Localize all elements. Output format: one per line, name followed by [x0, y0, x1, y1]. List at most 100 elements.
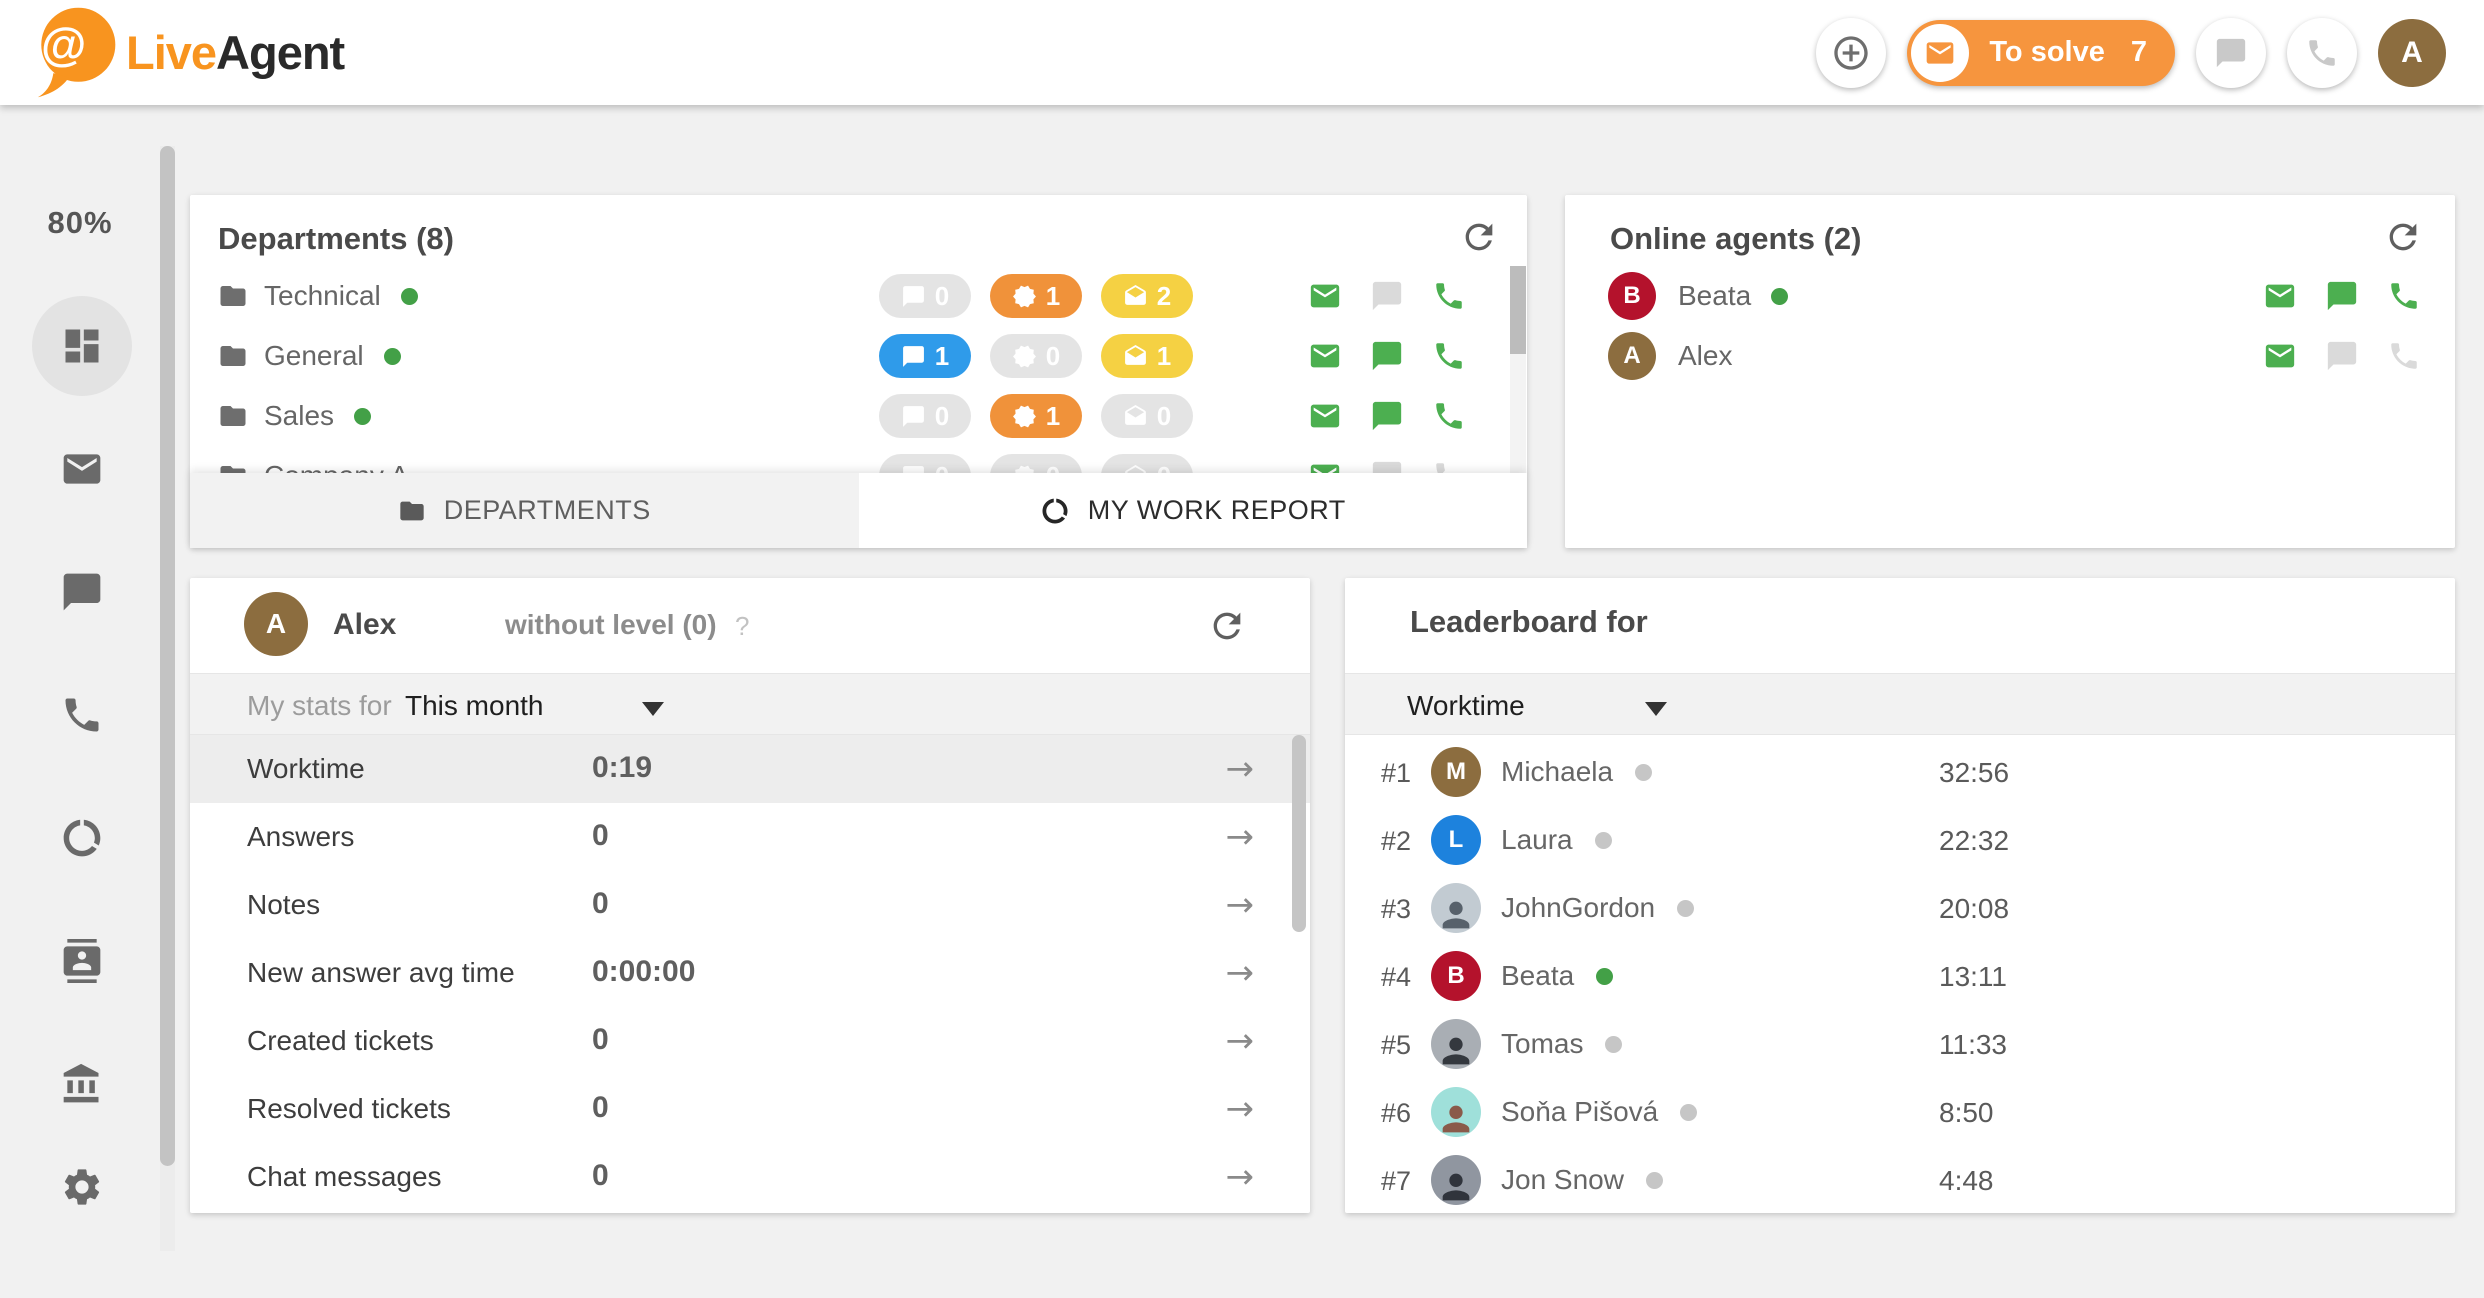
agent-row[interactable]: B Beata [1565, 266, 2455, 326]
to-solve-button[interactable]: To solve 7 [1907, 19, 2175, 86]
chats-button[interactable] [2196, 17, 2266, 88]
department-row[interactable]: Technical 0 1 2 [190, 266, 1527, 326]
add-button[interactable] [1816, 17, 1887, 88]
stat-row[interactable]: Chat messages 0 [190, 1143, 1310, 1211]
stat-row[interactable]: Notes 0 [190, 871, 1310, 939]
sidebar-item-dashboard[interactable] [32, 296, 132, 396]
department-row[interactable]: Company A 0 0 0 [190, 446, 1527, 473]
new-tickets-badge[interactable]: 0 [990, 454, 1082, 473]
page-scrollbar-thumb[interactable] [160, 146, 175, 1166]
chat-action-icon[interactable] [1370, 339, 1404, 373]
department-row[interactable]: Sales 0 1 0 [190, 386, 1527, 446]
tab-my-work-report[interactable]: MY WORK REPORT [858, 473, 1527, 548]
arrow-forward-icon[interactable] [1226, 1021, 1255, 1061]
sidebar-item-tickets[interactable] [32, 419, 132, 519]
chevron-down-icon[interactable] [1645, 702, 1667, 716]
department-row[interactable]: General 1 0 1 [190, 326, 1527, 386]
help-icon[interactable]: ? [735, 611, 750, 641]
call-action-icon[interactable] [1432, 399, 1466, 433]
arrow-forward-icon[interactable] [1226, 953, 1255, 993]
avatar: M [1431, 747, 1481, 797]
call-action-icon[interactable] [2387, 279, 2421, 313]
folder-icon [218, 281, 248, 311]
open-tickets-badge[interactable]: 1 [1101, 334, 1193, 378]
call-action-icon[interactable] [1432, 459, 1466, 473]
rank-label: #4 [1381, 962, 1412, 992]
stat-row[interactable]: Created tickets 0 [190, 1007, 1310, 1075]
sidebar-item-reports[interactable] [32, 788, 132, 888]
avatar: L [1431, 815, 1481, 865]
person-icon [1436, 895, 1476, 933]
calls-button[interactable] [2287, 17, 2357, 88]
chat-action-icon[interactable] [2325, 339, 2359, 373]
rank-label: #5 [1381, 1030, 1412, 1060]
online-status-dot [1596, 967, 1614, 985]
mail-action-icon[interactable] [1308, 459, 1342, 473]
arrow-forward-icon[interactable] [1226, 1157, 1255, 1197]
user-avatar[interactable]: A [2378, 18, 2446, 87]
avatar-photo [1431, 1087, 1481, 1137]
chats-badge[interactable]: 0 [879, 394, 971, 438]
stat-row[interactable]: New answer avg time 0:00:00 [190, 939, 1310, 1007]
arrow-forward-icon[interactable] [1226, 749, 1255, 789]
call-action-icon[interactable] [1432, 279, 1466, 313]
offline-status-dot [1635, 763, 1653, 781]
arrow-forward-icon[interactable] [1226, 885, 1255, 925]
new-tickets-badge[interactable]: 1 [990, 274, 1082, 318]
sidebar-item-calls[interactable] [32, 665, 132, 765]
sidebar-item-settings[interactable] [32, 1137, 132, 1237]
stats-scrollbar-thumb[interactable] [1292, 735, 1306, 932]
open-tickets-badge[interactable]: 0 [1101, 454, 1193, 473]
tab-departments[interactable]: DEPARTMENTS [190, 473, 859, 548]
chats-badge[interactable]: 0 [879, 274, 971, 318]
sidebar-item-company[interactable] [32, 1034, 132, 1134]
open-tickets-badge[interactable]: 2 [1101, 274, 1193, 318]
liveagent-logo[interactable]: @ LiveAgent [30, 6, 345, 99]
mail-action-icon[interactable] [2263, 339, 2297, 373]
department-actions [1308, 399, 1466, 433]
stat-label: Resolved tickets [247, 1093, 451, 1124]
refresh-button[interactable] [1207, 606, 1247, 646]
sidebar-item-chats[interactable] [32, 542, 132, 642]
new-tickets-badge[interactable]: 0 [990, 334, 1082, 378]
avatar-initial: B [1623, 282, 1641, 309]
refresh-button[interactable] [1459, 217, 1499, 257]
refresh-button[interactable] [2383, 217, 2423, 257]
open-count: 1 [1156, 340, 1172, 371]
arrow-forward-icon[interactable] [1226, 1089, 1255, 1129]
chats-badge[interactable]: 1 [879, 334, 971, 378]
stat-row[interactable]: Resolved tickets 0 [190, 1075, 1310, 1143]
sidebar-item-contacts[interactable] [32, 911, 132, 1011]
chats-badge[interactable]: 0 [879, 454, 971, 473]
chat-action-icon[interactable] [1370, 399, 1404, 433]
departments-scrollbar[interactable] [1510, 266, 1526, 473]
top-bar: @ LiveAgent To solve 7 A [0, 0, 2484, 105]
to-solve-mail-bubble [1911, 23, 1970, 82]
arrow-forward-icon[interactable] [1226, 817, 1255, 857]
chat-action-icon[interactable] [1370, 459, 1404, 473]
mail-action-icon[interactable] [1308, 339, 1342, 373]
mail-action-icon[interactable] [1308, 279, 1342, 313]
metric-dropdown[interactable]: Worktime [1407, 690, 1525, 721]
chevron-down-icon[interactable] [642, 702, 664, 716]
work-report-header: A Alex without level (0) ? [190, 578, 1310, 673]
departments-scrollbar-thumb[interactable] [1510, 266, 1526, 354]
chat-action-icon[interactable] [2325, 279, 2359, 313]
call-action-icon[interactable] [2387, 339, 2421, 373]
page-scrollbar[interactable] [160, 146, 175, 1251]
work-report-panel: A Alex without level (0) ? My stats for … [190, 578, 1310, 1213]
chat-action-icon[interactable] [1370, 279, 1404, 313]
agent-row[interactable]: A Alex [1565, 326, 2455, 386]
period-dropdown[interactable]: This month [405, 690, 544, 721]
agent-name: JohnGordon [1501, 892, 1656, 923]
burst-icon [1012, 404, 1037, 429]
new-tickets-badge[interactable]: 1 [990, 394, 1082, 438]
mail-action-icon[interactable] [1308, 399, 1342, 433]
mail-action-icon[interactable] [2263, 279, 2297, 313]
stat-row[interactable]: Answers 0 [190, 803, 1310, 871]
logo-wordmark: LiveAgent [126, 26, 345, 79]
stat-row[interactable]: Worktime 0:19 [190, 735, 1310, 803]
call-action-icon[interactable] [1432, 339, 1466, 373]
stats-for-label: My stats for [247, 690, 392, 721]
open-tickets-badge[interactable]: 0 [1101, 394, 1193, 438]
